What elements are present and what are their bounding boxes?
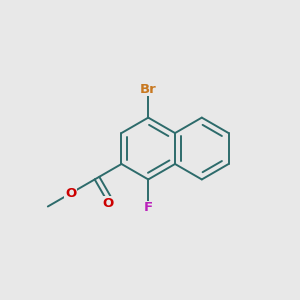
Text: O: O	[65, 187, 76, 200]
Text: Br: Br	[140, 83, 157, 96]
Text: F: F	[144, 201, 153, 214]
Text: O: O	[103, 196, 114, 209]
